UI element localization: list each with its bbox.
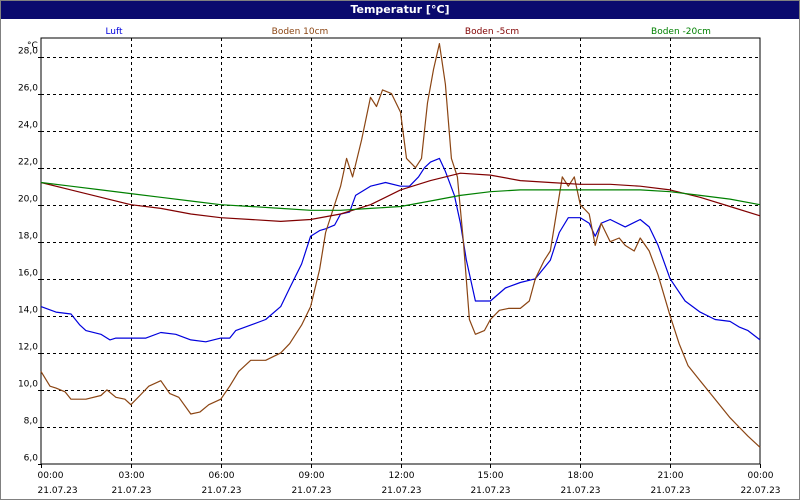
- y-tick-label: 6,0: [24, 454, 39, 464]
- x-tick-time: 00:00: [748, 471, 774, 481]
- series-line-1: [40, 43, 761, 448]
- x-tick-date: 21.07.23: [650, 486, 690, 496]
- series-lines: [40, 43, 761, 448]
- y-tick-label: 28,0: [18, 47, 38, 57]
- grid: [41, 38, 760, 464]
- x-tick-time: 18:00: [568, 471, 594, 481]
- y-tick-label: 16,0: [18, 269, 38, 279]
- legend-entry-0: Luft: [105, 27, 123, 37]
- x-tick-time: 15:00: [478, 471, 504, 481]
- legend-entry-2: Boden -5cm: [465, 27, 519, 37]
- y-tick-label: 20,0: [18, 195, 38, 205]
- series-line-0: [40, 157, 761, 343]
- series-line-2: [40, 172, 761, 222]
- y-tick-label: 22,0: [18, 158, 38, 168]
- y-axis: 6,0 8,0 10,0 12,0 14,0 16,0 18,0 20,0 22,0 24,0 26…: [18, 41, 41, 465]
- x-tick-time: 06:00: [209, 471, 235, 481]
- legend-entry-1: Boden 10cm: [272, 27, 329, 37]
- y-tick-label: 8,0: [24, 417, 39, 427]
- x-tick-date: 21.07.23: [381, 486, 421, 496]
- x-tick-date: 21.07.23: [291, 486, 331, 496]
- series-line-3: [40, 181, 761, 211]
- y-tick-label: 14,0: [18, 306, 38, 316]
- x-tick-time: 12:00: [389, 471, 415, 481]
- y-tick-label: 12,0: [18, 343, 38, 353]
- x-tick-date: 22.07.23: [740, 486, 780, 496]
- chart-title: Temperatur [°C]: [1, 1, 799, 19]
- y-tick-label: 26,0: [18, 84, 38, 94]
- x-tick-date: 21.07.23: [201, 486, 241, 496]
- x-tick-time: 21:00: [658, 471, 684, 481]
- legend-entry-3: Boden -20cm: [651, 27, 711, 37]
- x-tick-date: 21.07.23: [470, 486, 510, 496]
- y-axis-unit: °C: [27, 41, 38, 51]
- x-tick-date: 21.07.23: [560, 486, 600, 496]
- plot-area: [40, 37, 761, 465]
- x-tick-date: 21.07.23: [38, 486, 78, 496]
- y-tick-label: 18,0: [18, 232, 38, 242]
- x-axis: 00:00 21.07.23 03:00 21.07.23 06:00 21.07.23 0…: [38, 464, 781, 496]
- x-tick-time: 09:00: [299, 471, 325, 481]
- x-tick-time: 03:00: [119, 471, 145, 481]
- y-tick-label: 24,0: [18, 121, 38, 131]
- x-tick-time: 00:00: [38, 471, 64, 481]
- x-tick-date: 21.07.23: [111, 486, 151, 496]
- legend: Luft Boden 10cm Boden -5cm Boden -20cm: [105, 27, 711, 37]
- y-tick-label: 10,0: [18, 380, 38, 390]
